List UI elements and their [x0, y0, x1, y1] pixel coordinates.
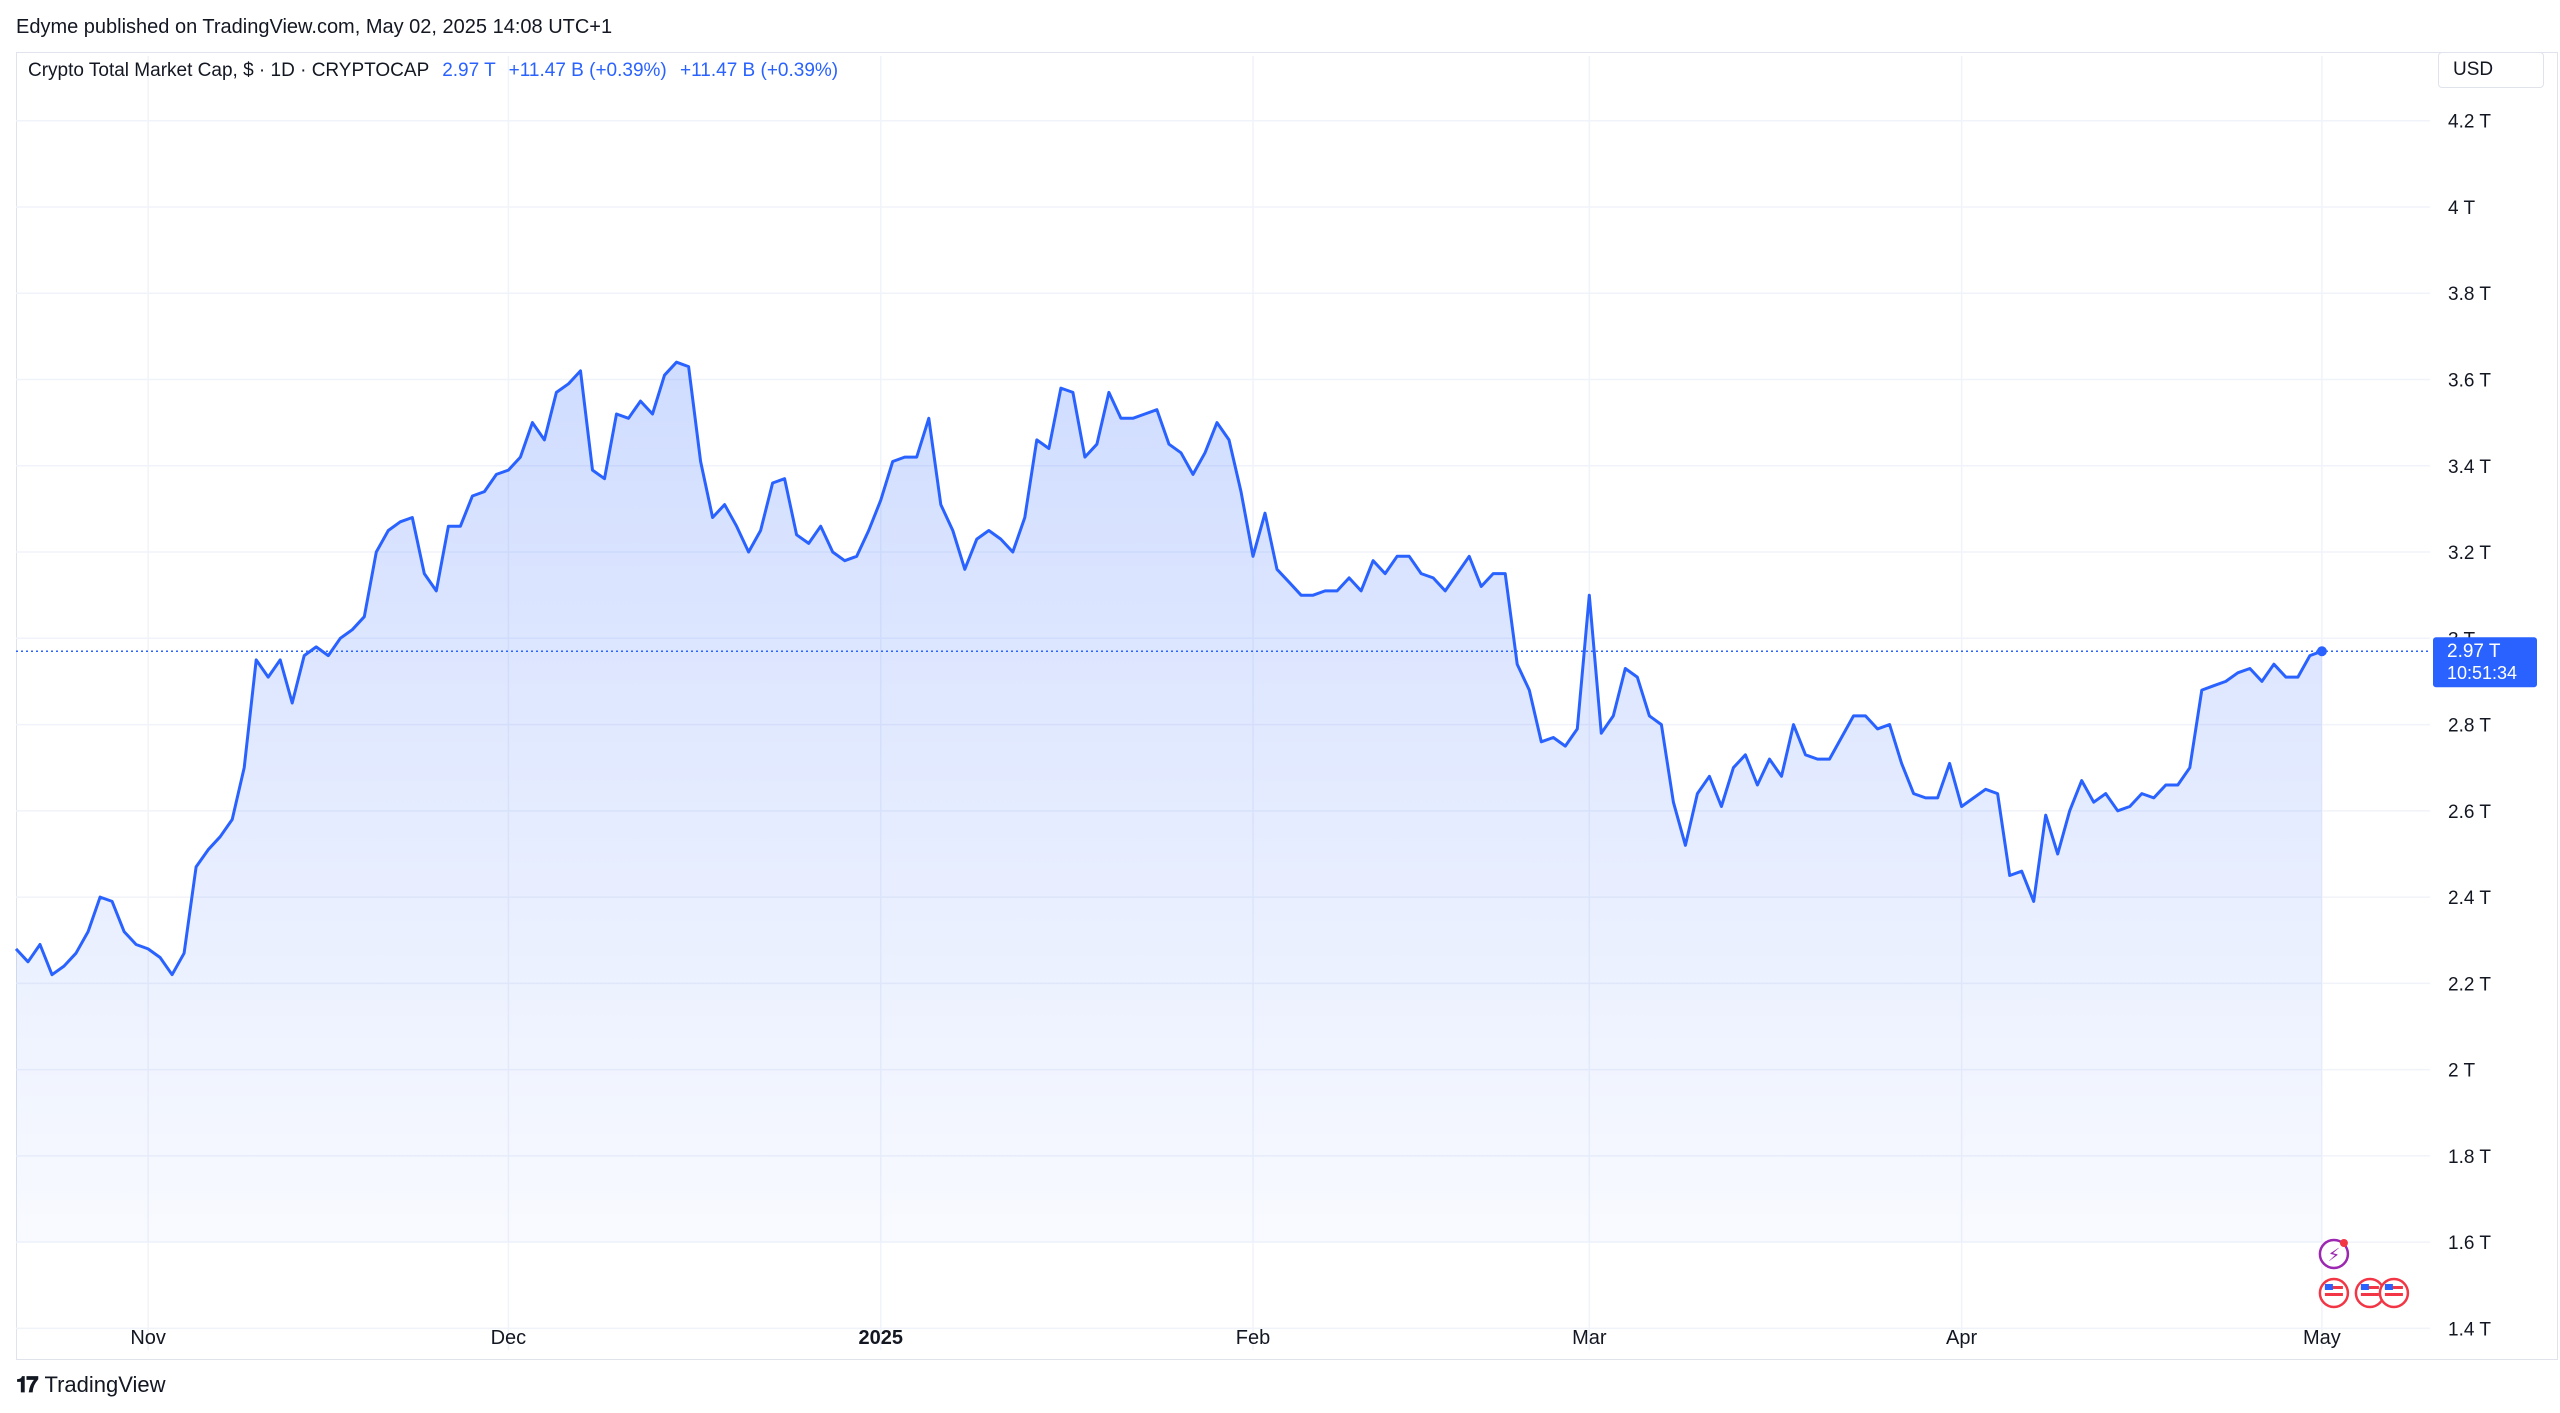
y-tick-label: 3.8 T: [2448, 284, 2491, 305]
chart-legend: Crypto Total Market Cap, $ · 1D · CRYPTO…: [28, 60, 838, 82]
series-line[interactable]: [14, 360, 2323, 977]
y-tick-label: 1.4 T: [2448, 1319, 2491, 1340]
x-tick-label: 2025: [858, 1327, 903, 1349]
flag-stripe-icon: [2324, 1286, 2343, 1289]
y-tick-label: 1.8 T: [2448, 1147, 2491, 1168]
flag-canton-icon: [2360, 1284, 2369, 1290]
tradingview-logo-icon: 𝟏𝟕: [16, 1372, 39, 1397]
y-tick-label: 2.8 T: [2448, 716, 2491, 737]
series-area: [16, 362, 2322, 1243]
currency-button[interactable]: USD: [2438, 52, 2544, 88]
y-tick-label: 1.6 T: [2448, 1233, 2491, 1254]
last-price-tag: [2433, 637, 2537, 688]
x-tick-label: Feb: [1236, 1327, 1270, 1349]
flag-stripe-icon: [2324, 1293, 2343, 1296]
y-tick-label: 2.6 T: [2448, 802, 2491, 823]
lightning-glyph-icon: ⚡: [2328, 1245, 2341, 1266]
last-point-marker[interactable]: [2316, 646, 2327, 657]
flag-canton-icon: [2384, 1284, 2393, 1290]
legend-change-1: +11.47 B (+0.39%): [508, 60, 667, 81]
y-tick-label: 2.4 T: [2448, 888, 2491, 909]
flag-stripe-icon: [2384, 1286, 2403, 1289]
legend-symbol: Crypto Total Market Cap, $ · 1D · CRYPTO…: [28, 60, 429, 81]
y-tick-label: 2.2 T: [2448, 974, 2491, 995]
last-price-label: 2.97 T: [2447, 641, 2501, 662]
flag-canton-icon: [2324, 1284, 2333, 1290]
y-tick-label: 4 T: [2448, 198, 2476, 219]
y-tick-label: 3.4 T: [2448, 457, 2491, 478]
legend-change-2: +11.47 B (+0.39%): [680, 60, 839, 81]
y-tick-label: 4.2 T: [2448, 112, 2491, 133]
flag-stripe-icon: [2384, 1293, 2403, 1296]
x-tick-label: Dec: [491, 1327, 527, 1349]
chart-frame: [16, 52, 2558, 1360]
publisher-caption: Edyme published on TradingView.com, May …: [16, 16, 613, 38]
flag-stripe-icon: [2360, 1293, 2379, 1296]
x-tick-label: Mar: [1572, 1327, 1607, 1349]
brand-name: TradingView: [44, 1372, 166, 1397]
y-tick-label: 2 T: [2448, 1061, 2476, 1082]
x-tick-label: Apr: [1946, 1327, 1977, 1349]
flag-stripe-icon: [2360, 1286, 2379, 1289]
event-alert-dot-icon: [2339, 1239, 2348, 1247]
y-tick-label: 3.2 T: [2448, 543, 2491, 564]
y-tick-label: 3.6 T: [2448, 371, 2491, 392]
countdown-label: 10:51:34: [2447, 663, 2517, 683]
footer-brand[interactable]: 𝟏𝟕 TradingView: [16, 1372, 166, 1398]
x-tick-label: Nov: [130, 1327, 166, 1349]
x-tick-label: May: [2303, 1327, 2341, 1349]
legend-price: 2.97 T: [442, 60, 496, 81]
lightning-event-icon[interactable]: [2318, 1238, 2350, 1270]
